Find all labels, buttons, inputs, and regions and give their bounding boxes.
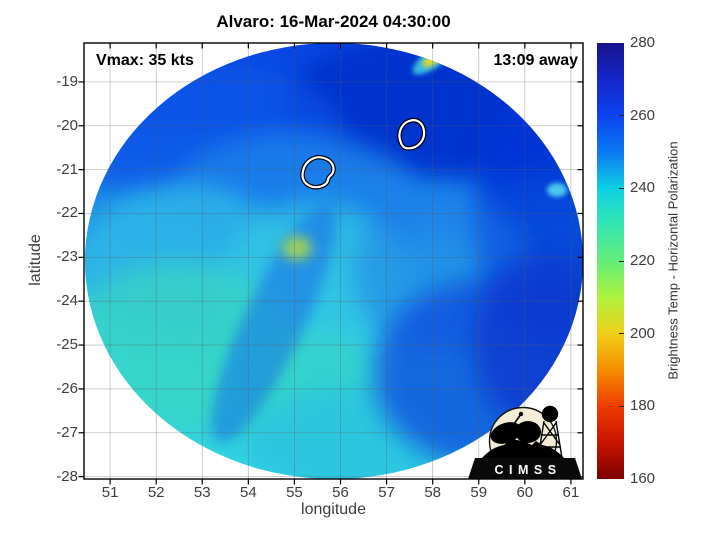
colorbar-tick-label: 200 — [630, 324, 656, 342]
y-tick-label: -20 — [56, 116, 78, 134]
y-tick-label: -21 — [56, 160, 78, 178]
y-tick-label: -24 — [56, 292, 78, 310]
y-tick-label: -27 — [56, 423, 78, 441]
logo-banner — [468, 458, 582, 479]
axis-ticks — [78, 43, 583, 485]
colorbar-tick-label: 220 — [630, 252, 656, 269]
colorbar-tick-label: 260 — [630, 106, 656, 124]
x-tick-label: 58 — [424, 484, 441, 501]
colorbar-tick — [619, 405, 624, 408]
y-tick-label: -19 — [56, 72, 78, 90]
cimss-logo: CIMSS — [468, 405, 582, 479]
colorbar-tick-label: 180 — [630, 397, 656, 415]
time-away-annotation: 13:09 away — [493, 52, 578, 69]
colorbar-tick-label: 240 — [630, 179, 656, 197]
colorbar-tick — [619, 260, 624, 262]
colorbar-tick — [619, 333, 624, 335]
logo-silhouette — [482, 405, 564, 459]
plot-title: Alvaro: 16-Mar-2024 04:30:00 — [216, 12, 451, 31]
x-tick-label: 59 — [470, 484, 488, 501]
y-tick-label: -26 — [56, 379, 78, 397]
x-tick-label: 57 — [378, 484, 395, 501]
x-tick-label: 54 — [239, 484, 257, 501]
colorbar-tick-label: 280 — [630, 34, 656, 51]
x-tick-label: 56 — [332, 484, 349, 501]
x-tick-label: 52 — [147, 484, 165, 501]
x-tick-label: 51 — [101, 484, 119, 501]
colorbar-tick — [619, 115, 624, 117]
y-tick-label: -25 — [56, 336, 78, 354]
x-tick-label: 55 — [286, 484, 303, 501]
grid-lines — [84, 43, 583, 479]
water-tower-ball — [541, 405, 559, 423]
x-tick-label: 60 — [516, 484, 534, 501]
vmax-annotation: Vmax: 35 kts — [96, 52, 194, 69]
colorbar-tick — [619, 187, 624, 190]
y-tick-label: -23 — [56, 248, 78, 266]
logo-text: CIMSS — [494, 463, 561, 477]
warm-spot — [282, 236, 312, 260]
x-axis-label: longitude — [301, 501, 366, 518]
y-tick-label: -22 — [56, 204, 78, 222]
y-tick-label: -28 — [56, 467, 78, 485]
axes-frame — [83, 42, 584, 480]
x-tick-label: 61 — [562, 484, 580, 501]
brightness-temp-swath — [85, 43, 583, 479]
colorbar-tick-label: 160 — [630, 470, 656, 487]
x-tick-label: 53 — [193, 484, 211, 501]
storm-contours — [300, 117, 427, 190]
